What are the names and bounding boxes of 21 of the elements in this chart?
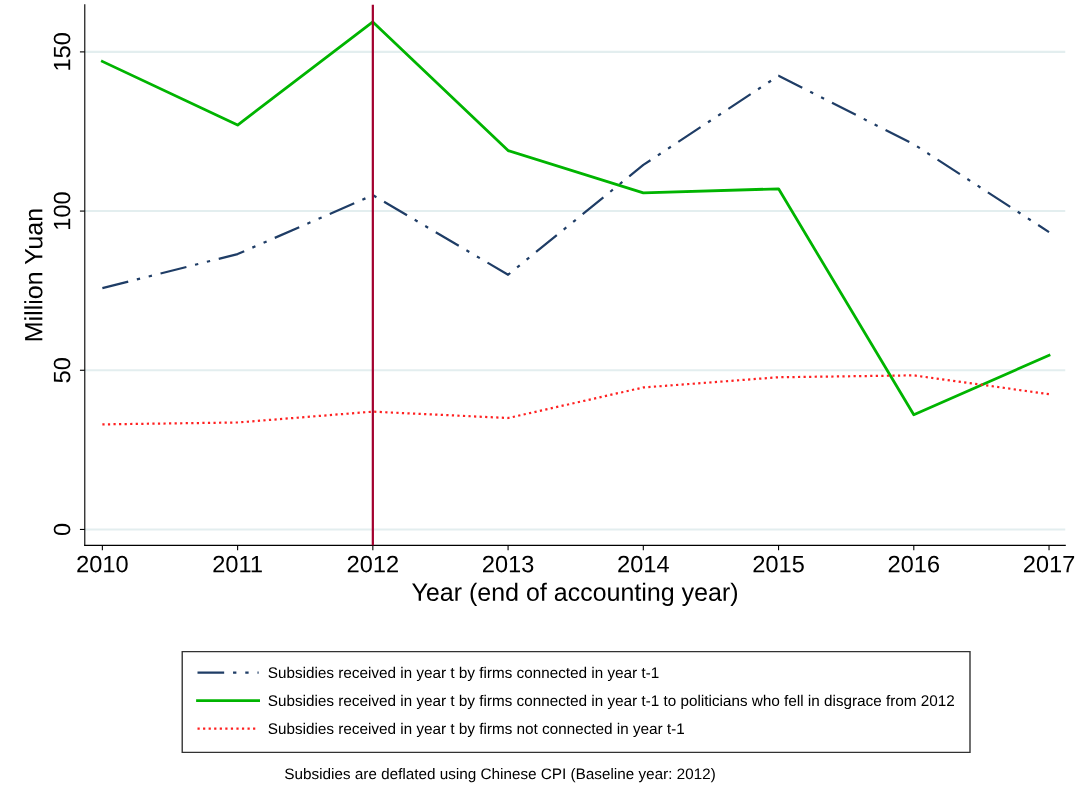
line-series xyxy=(101,74,1051,290)
x-tick-label: 2013 xyxy=(483,555,534,573)
text: Subsidies are deflated using Chinese CPI (Baseline year: 2012) xyxy=(285,768,715,783)
x-tick-label: 2017 xyxy=(1023,555,1075,573)
legend-label: Subsidies received in year t by firms not connected in year t-1 xyxy=(268,722,684,738)
y-tick-label: 100 xyxy=(53,192,71,229)
x-tick-label: 2012 xyxy=(347,555,398,573)
y-tick-label: 0 xyxy=(53,523,71,536)
legend-label: Subsidies received in year t by firms connected in year t-1 xyxy=(268,666,659,682)
x-tick-label: 2016 xyxy=(888,555,940,573)
x-axis-title: Year (end of accounting year) xyxy=(412,582,738,606)
x-tick-label: 2014 xyxy=(618,555,669,573)
y-axis-title: Million Yuan xyxy=(24,209,43,341)
x-tick-label: 2010 xyxy=(77,555,128,573)
line-series xyxy=(100,20,1051,417)
line-series xyxy=(101,374,1051,426)
y-tick-label: 50 xyxy=(53,358,71,383)
x-tick-label: 2011 xyxy=(213,555,262,573)
y-tick-label: 150 xyxy=(53,33,71,70)
legend-label: Subsidies received in year t by firms connected in year t-1 to politicians who fell in disgrace from 2012 xyxy=(268,694,954,710)
x-tick-label: 2015 xyxy=(753,555,804,573)
